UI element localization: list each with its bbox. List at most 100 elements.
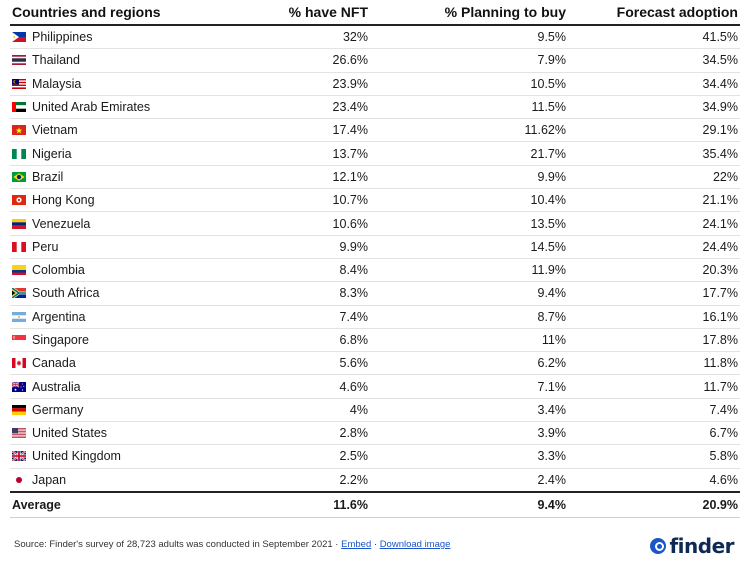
- forecast-cell: 11.7%: [568, 374, 740, 399]
- table-row: Malaysia 23.9% 10.5% 34.4%: [10, 72, 740, 96]
- average-planning: 9.4%: [370, 490, 568, 518]
- forecast-cell: 24.1%: [568, 211, 740, 236]
- table-row: Canada 5.6% 6.2% 11.8%: [10, 351, 740, 376]
- forecast-cell: 7.4%: [568, 398, 740, 423]
- planning-cell: 3.9%: [370, 421, 568, 446]
- have-nft-cell: 2.5%: [220, 444, 370, 469]
- planning-cell: 14.5%: [370, 235, 568, 259]
- forecast-cell: 34.4%: [568, 72, 740, 96]
- country-name: Japan: [32, 472, 67, 487]
- country-name: United Kingdom: [32, 449, 121, 464]
- forecast-cell: 20.3%: [568, 258, 740, 283]
- country-name: Germany: [32, 402, 84, 417]
- country-cell: South Africa: [10, 281, 220, 306]
- forecast-cell: 6.7%: [568, 421, 740, 446]
- have-nft-cell: 10.6%: [220, 211, 370, 236]
- table-row: Vietnam 17.4% 11.62% 29.1%: [10, 118, 740, 143]
- forecast-cell: 34.9%: [568, 95, 740, 120]
- country-cell: Germany: [10, 398, 220, 423]
- country-name: United States: [32, 426, 108, 441]
- forecast-cell: 17.8%: [568, 328, 740, 353]
- forecast-cell: 41.5%: [568, 25, 740, 50]
- have-nft-cell: 4%: [220, 398, 370, 423]
- argentina-flag-icon: [12, 311, 26, 322]
- forecast-cell: 11.8%: [568, 351, 740, 376]
- country-name: Hong Kong: [32, 193, 95, 208]
- header-countries: Countries and regions: [10, 0, 220, 26]
- have-nft-cell: 5.6%: [220, 351, 370, 376]
- source-footer: Source: Finder's survey of 28,723 adults…: [14, 539, 450, 550]
- nft-adoption-table-container: Countries and regions % have NFT % Plann…: [10, 0, 740, 518]
- country-cell: Brazil: [10, 165, 220, 190]
- planning-cell: 7.1%: [370, 374, 568, 399]
- south-africa-flag-icon: [12, 288, 26, 299]
- forecast-cell: 35.4%: [568, 141, 740, 166]
- country-name: Argentina: [32, 309, 86, 324]
- have-nft-cell: 8.4%: [220, 258, 370, 283]
- forecast-cell: 24.4%: [568, 235, 740, 259]
- planning-cell: 3.4%: [370, 398, 568, 423]
- table-row: Australia 4.6% 7.1% 11.7%: [10, 374, 740, 399]
- planning-cell: 2.4%: [370, 468, 568, 493]
- country-cell: Argentina: [10, 305, 220, 329]
- forecast-cell: 16.1%: [568, 305, 740, 329]
- have-nft-cell: 17.4%: [220, 118, 370, 143]
- table-row: United Arab Emirates 23.4% 11.5% 34.9%: [10, 95, 740, 120]
- table-row: Brazil 12.1% 9.9% 22%: [10, 165, 740, 190]
- planning-cell: 11.62%: [370, 118, 568, 143]
- malaysia-flag-icon: [12, 78, 26, 89]
- country-name: Thailand: [32, 53, 80, 68]
- table-row: South Africa 8.3% 9.4% 17.7%: [10, 281, 740, 306]
- country-name: Colombia: [32, 263, 85, 278]
- country-cell: United Arab Emirates: [10, 95, 220, 120]
- planning-cell: 11.9%: [370, 258, 568, 283]
- have-nft-cell: 6.8%: [220, 328, 370, 353]
- table-row: Hong Kong 10.7% 10.4% 21.1%: [10, 188, 740, 213]
- country-cell: Colombia: [10, 258, 220, 283]
- planning-cell: 9.9%: [370, 165, 568, 190]
- philippines-flag-icon: [12, 32, 26, 43]
- table-header-row: Countries and regions % have NFT % Plann…: [10, 0, 740, 26]
- country-name: Australia: [32, 379, 81, 394]
- download-image-link[interactable]: Download image: [379, 539, 451, 550]
- germany-flag-icon: [12, 404, 26, 415]
- have-nft-cell: 7.4%: [220, 305, 370, 329]
- united-states-flag-icon: [12, 428, 26, 439]
- singapore-flag-icon: [12, 335, 26, 345]
- forecast-cell: 34.5%: [568, 48, 740, 73]
- average-label: Average: [10, 490, 220, 518]
- country-cell: Venezuela: [10, 211, 220, 236]
- country-cell: Peru: [10, 235, 220, 259]
- table-row: Thailand 26.6% 7.9% 34.5%: [10, 48, 740, 73]
- nft-adoption-table: Countries and regions % have NFT % Plann…: [10, 0, 740, 518]
- finder-logo[interactable]: finder: [650, 534, 734, 558]
- country-name: Canada: [32, 356, 76, 371]
- have-nft-cell: 26.6%: [220, 48, 370, 73]
- have-nft-cell: 10.7%: [220, 188, 370, 213]
- country-name: Peru: [32, 239, 59, 254]
- vietnam-flag-icon: [12, 125, 26, 136]
- planning-cell: 9.4%: [370, 281, 568, 306]
- header-forecast-adoption: Forecast adoption: [568, 0, 740, 26]
- country-name: Vietnam: [32, 123, 78, 138]
- forecast-cell: 4.6%: [568, 468, 740, 493]
- forecast-cell: 21.1%: [568, 188, 740, 213]
- country-name: Nigeria: [32, 146, 72, 161]
- header-planning-to-buy: % Planning to buy: [370, 0, 568, 26]
- country-cell: Nigeria: [10, 141, 220, 166]
- uae-flag-icon: [12, 102, 26, 113]
- canada-flag-icon: [12, 358, 26, 369]
- table-body: Philippines 32% 9.5% 41.5% Thailand 26.6% 7.9%…: [10, 25, 740, 493]
- have-nft-cell: 12.1%: [220, 165, 370, 190]
- country-cell: Malaysia: [10, 72, 220, 96]
- country-cell: Australia: [10, 374, 220, 399]
- country-cell: Philippines: [10, 25, 220, 50]
- embed-link[interactable]: Embed: [341, 539, 372, 550]
- country-cell: Singapore: [10, 328, 220, 353]
- country-name: South Africa: [32, 286, 100, 301]
- country-cell: United States: [10, 421, 220, 446]
- finder-logo-icon: [650, 538, 667, 554]
- thailand-flag-icon: [12, 55, 26, 66]
- planning-cell: 11.5%: [370, 95, 568, 120]
- have-nft-cell: 13.7%: [220, 141, 370, 166]
